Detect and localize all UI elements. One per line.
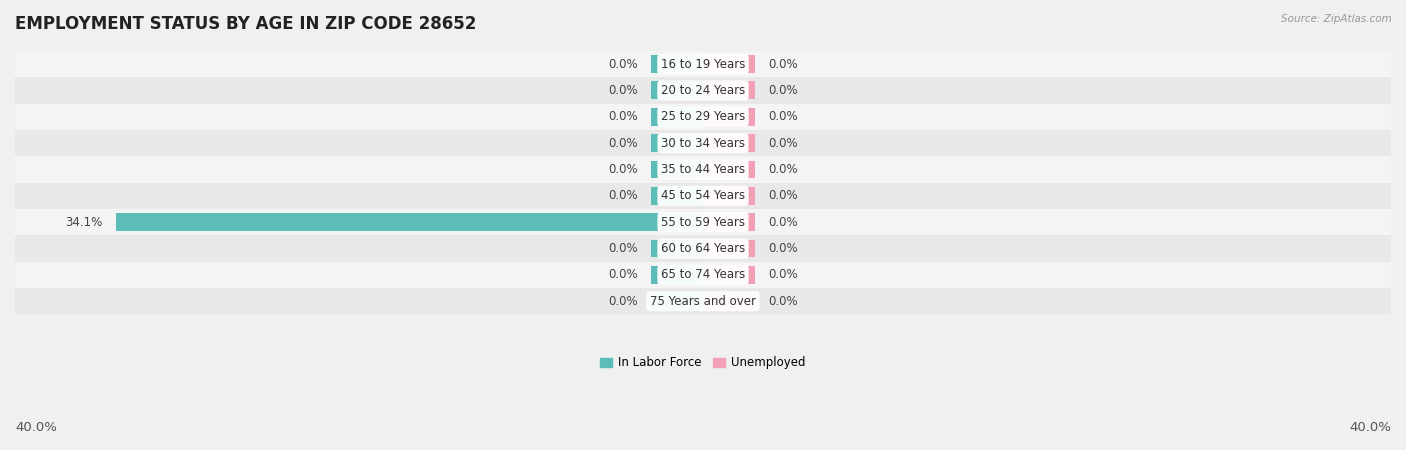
Bar: [703, 266, 755, 284]
Text: 0.0%: 0.0%: [768, 110, 799, 123]
Bar: [703, 161, 755, 179]
Bar: [703, 239, 755, 257]
Text: 0.0%: 0.0%: [607, 189, 638, 202]
Bar: [703, 213, 755, 231]
Bar: [15, 51, 1391, 77]
Bar: [651, 134, 703, 152]
Bar: [651, 292, 703, 310]
Text: Source: ZipAtlas.com: Source: ZipAtlas.com: [1281, 14, 1392, 23]
Text: 45 to 54 Years: 45 to 54 Years: [661, 189, 745, 202]
Bar: [703, 55, 755, 73]
Text: 60 to 64 Years: 60 to 64 Years: [661, 242, 745, 255]
Bar: [651, 81, 703, 99]
Text: 0.0%: 0.0%: [607, 242, 638, 255]
Text: 0.0%: 0.0%: [607, 163, 638, 176]
Text: 34.1%: 34.1%: [66, 216, 103, 229]
Bar: [703, 292, 755, 310]
Text: 0.0%: 0.0%: [768, 295, 799, 308]
Bar: [15, 183, 1391, 209]
Text: 40.0%: 40.0%: [1350, 421, 1391, 434]
Text: 55 to 59 Years: 55 to 59 Years: [661, 216, 745, 229]
Text: 20 to 24 Years: 20 to 24 Years: [661, 84, 745, 97]
Bar: [651, 108, 703, 126]
Bar: [651, 187, 703, 205]
Text: 0.0%: 0.0%: [768, 58, 799, 71]
Bar: [15, 77, 1391, 104]
Text: 35 to 44 Years: 35 to 44 Years: [661, 163, 745, 176]
Text: 30 to 34 Years: 30 to 34 Years: [661, 137, 745, 150]
Bar: [651, 55, 703, 73]
Bar: [651, 266, 703, 284]
Bar: [117, 213, 703, 231]
Bar: [15, 130, 1391, 156]
Text: 0.0%: 0.0%: [768, 268, 799, 281]
Text: 40.0%: 40.0%: [15, 421, 56, 434]
Text: 0.0%: 0.0%: [607, 137, 638, 150]
Text: 16 to 19 Years: 16 to 19 Years: [661, 58, 745, 71]
Text: 0.0%: 0.0%: [607, 58, 638, 71]
Bar: [15, 235, 1391, 262]
Text: 75 Years and over: 75 Years and over: [650, 295, 756, 308]
Bar: [651, 161, 703, 179]
Bar: [15, 209, 1391, 235]
Text: 0.0%: 0.0%: [607, 295, 638, 308]
Bar: [15, 104, 1391, 130]
Bar: [703, 81, 755, 99]
Text: 0.0%: 0.0%: [768, 216, 799, 229]
Text: 0.0%: 0.0%: [607, 84, 638, 97]
Text: 65 to 74 Years: 65 to 74 Years: [661, 268, 745, 281]
Legend: In Labor Force, Unemployed: In Labor Force, Unemployed: [596, 351, 810, 374]
Text: EMPLOYMENT STATUS BY AGE IN ZIP CODE 28652: EMPLOYMENT STATUS BY AGE IN ZIP CODE 286…: [15, 15, 477, 33]
Text: 0.0%: 0.0%: [768, 163, 799, 176]
Text: 0.0%: 0.0%: [768, 242, 799, 255]
Text: 0.0%: 0.0%: [768, 84, 799, 97]
Text: 0.0%: 0.0%: [768, 189, 799, 202]
Bar: [15, 288, 1391, 315]
Text: 0.0%: 0.0%: [607, 268, 638, 281]
Bar: [651, 239, 703, 257]
Bar: [15, 156, 1391, 183]
Text: 0.0%: 0.0%: [768, 137, 799, 150]
Bar: [703, 134, 755, 152]
Bar: [703, 108, 755, 126]
Text: 25 to 29 Years: 25 to 29 Years: [661, 110, 745, 123]
Bar: [703, 187, 755, 205]
Text: 0.0%: 0.0%: [607, 110, 638, 123]
Bar: [15, 262, 1391, 288]
